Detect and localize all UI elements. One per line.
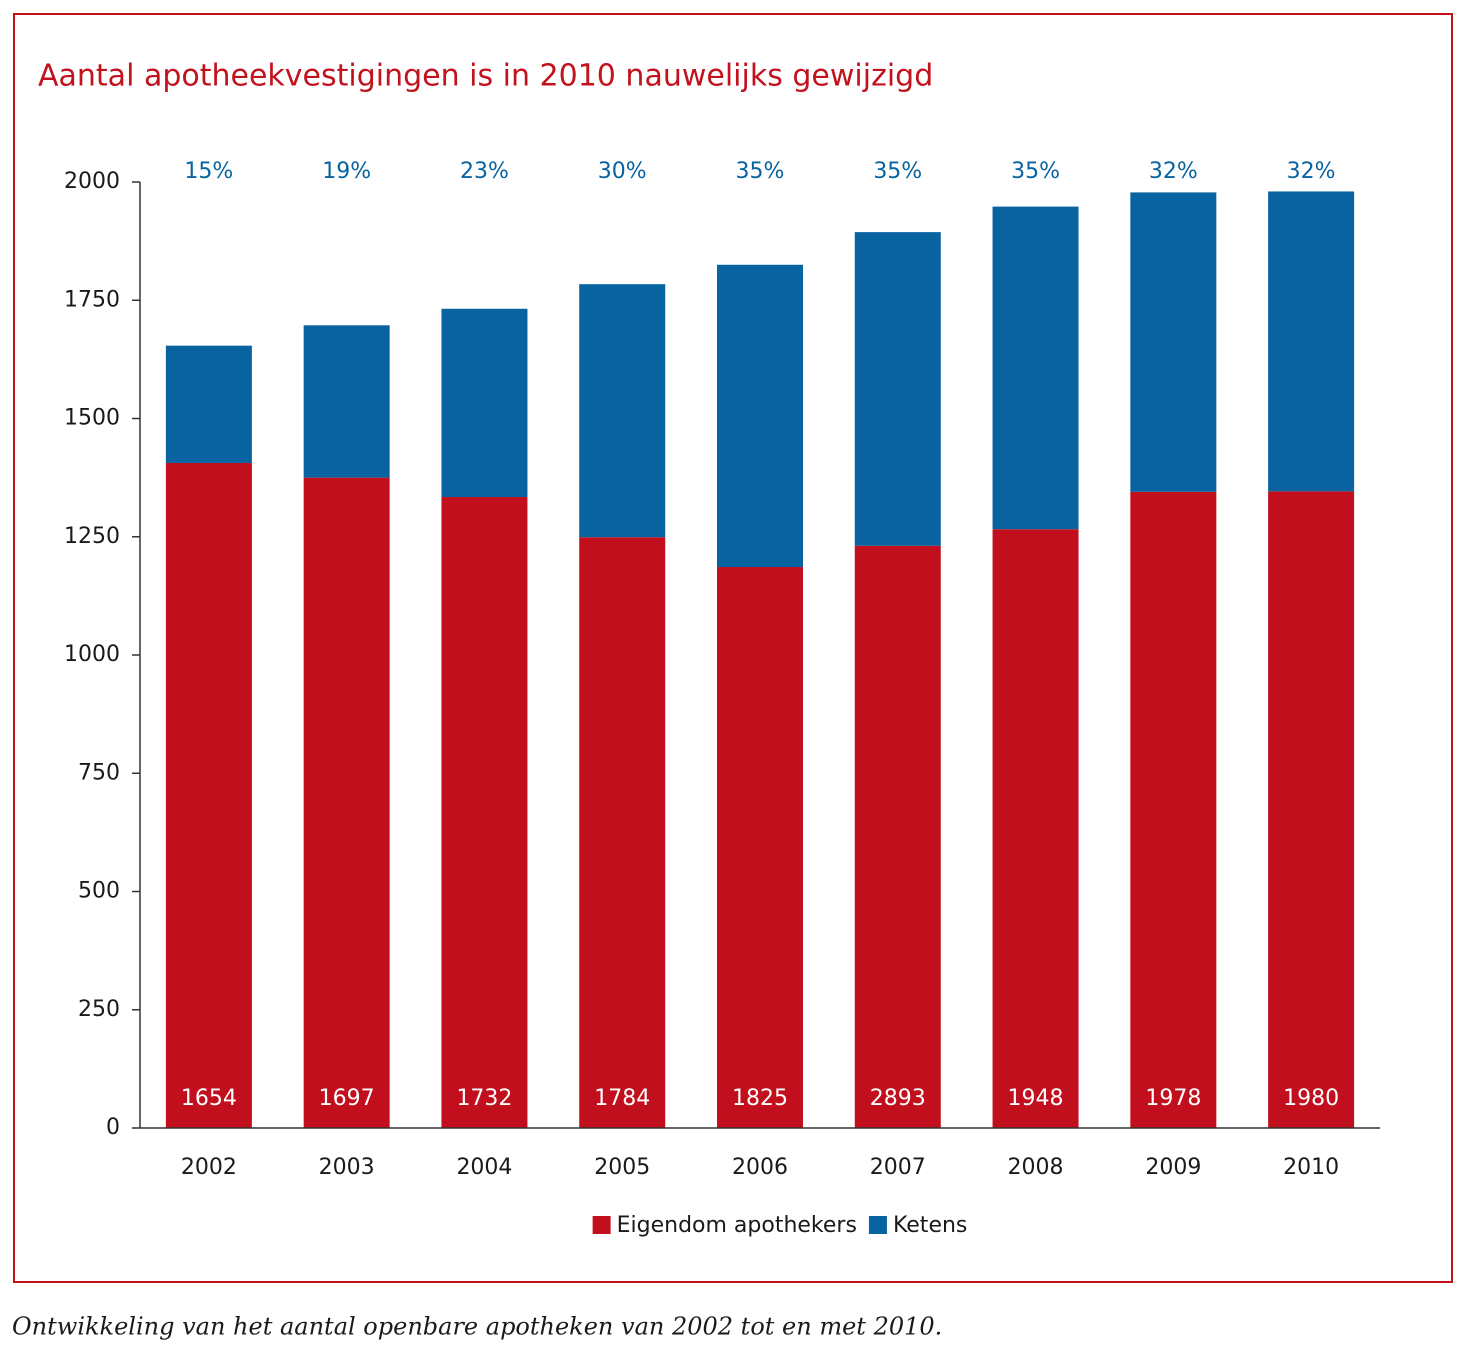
y-tick-label: 1250	[64, 524, 120, 549]
share-label: 15%	[184, 159, 233, 184]
y-tick-label: 2000	[64, 169, 120, 194]
bar-segment	[854, 232, 941, 546]
bar-segment	[992, 206, 1079, 530]
y-tick-label: 250	[78, 997, 120, 1022]
chart-title: Aantal apotheekvestigingen is in 2010 na…	[38, 59, 933, 94]
bar-segment	[441, 308, 528, 498]
x-tick-label: 2004	[456, 1155, 512, 1180]
y-tick-label: 1750	[64, 287, 120, 312]
x-tick-label: 2006	[732, 1155, 788, 1180]
y-tick-label: 750	[78, 760, 120, 785]
total-label: 1825	[732, 1086, 788, 1111]
legend-label: Eigendom apothekers	[617, 1213, 857, 1238]
legend: Eigendom apothekers Ketens	[592, 1213, 967, 1238]
share-label: 32%	[1149, 159, 1198, 184]
bar-segment	[717, 567, 803, 1128]
bar-segment	[1268, 491, 1355, 1128]
bar-segment	[717, 264, 803, 568]
x-tick-label: 2010	[1283, 1155, 1339, 1180]
total-label: 2893	[870, 1086, 926, 1111]
y-tick-label: 1500	[64, 406, 120, 431]
caption: Ontwikkeling van het aantal openbare apo…	[12, 1313, 942, 1341]
bar-segment	[579, 284, 666, 538]
y-tick-label: 500	[78, 879, 120, 904]
bar-segment	[1268, 191, 1355, 492]
legend-label: Ketens	[893, 1213, 967, 1238]
y-tick-label: 0	[106, 1115, 120, 1140]
share-label: 35%	[1011, 159, 1060, 184]
share-label: 30%	[598, 159, 647, 184]
share-label: 35%	[873, 159, 922, 184]
x-tick-label: 2005	[594, 1155, 650, 1180]
bar-segment	[579, 537, 666, 1128]
x-tick-label: 2008	[1008, 1155, 1064, 1180]
frame	[13, 13, 1453, 1283]
share-label: 19%	[322, 159, 371, 184]
share-label: 35%	[736, 159, 785, 184]
bar-segment	[441, 497, 528, 1128]
bar-segment	[165, 462, 252, 1128]
bar-segment	[303, 325, 390, 478]
total-label: 1732	[456, 1086, 512, 1111]
bar-segment	[854, 545, 941, 1128]
x-tick-label: 2003	[319, 1155, 375, 1180]
total-label: 1697	[319, 1086, 375, 1111]
bar-segment	[992, 529, 1079, 1128]
y-tick-label: 1000	[64, 642, 120, 667]
x-tick-label: 2009	[1145, 1155, 1201, 1180]
total-label: 1784	[594, 1086, 650, 1111]
total-label: 1978	[1145, 1086, 1201, 1111]
bar-segment	[1130, 491, 1217, 1128]
x-tick-label: 2002	[181, 1155, 237, 1180]
legend-swatch	[868, 1216, 887, 1234]
legend-swatch	[592, 1216, 611, 1234]
share-label: 23%	[460, 159, 509, 184]
bar-segment	[1130, 192, 1217, 492]
bar-segment	[303, 477, 390, 1128]
bar-segment	[165, 345, 252, 463]
total-label: 1948	[1008, 1086, 1064, 1111]
total-label: 1654	[181, 1086, 237, 1111]
x-tick-label: 2007	[870, 1155, 926, 1180]
share-label: 32%	[1287, 159, 1336, 184]
total-label: 1980	[1283, 1086, 1339, 1111]
